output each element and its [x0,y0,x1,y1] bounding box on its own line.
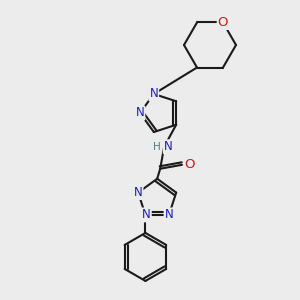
Text: N: N [149,88,158,100]
Text: N: N [165,208,173,221]
Text: N: N [142,208,151,221]
Text: N: N [134,186,142,199]
Text: H: H [153,142,161,152]
Text: O: O [184,158,194,171]
Text: O: O [218,16,228,29]
Text: N: N [136,106,144,119]
Text: N: N [164,140,172,153]
